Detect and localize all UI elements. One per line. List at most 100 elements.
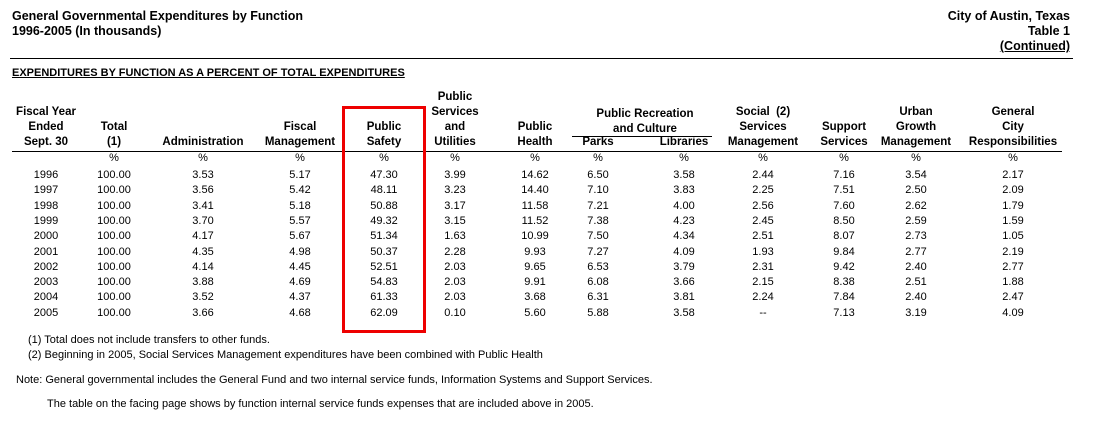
cell-support: 8.50: [833, 214, 855, 227]
cell-support: 7.51: [833, 184, 855, 197]
cell-year: 1998: [33, 199, 59, 212]
column-header-year: Fiscal Year Ended Sept. 30: [1, 105, 91, 150]
cell-social: --: [759, 306, 767, 319]
cell-utilities: 2.03: [444, 291, 466, 304]
cell-utilities: 3.17: [444, 199, 466, 212]
cell-social: 2.15: [752, 276, 774, 289]
cell-general: 2.77: [1002, 260, 1024, 273]
column-header-parks: Parks: [568, 135, 628, 150]
cell-utilities: 0.10: [444, 306, 466, 319]
column-header-line: Management: [880, 136, 952, 148]
cell-total: 100.00: [97, 245, 131, 258]
cell-utilities: 2.28: [444, 245, 466, 258]
cell-support: 9.42: [833, 260, 855, 273]
cell-general: 2.47: [1002, 291, 1024, 304]
column-header-line: Fiscal: [283, 121, 317, 133]
cell-health: 3.68: [524, 291, 546, 304]
cell-libraries: 3.58: [673, 169, 695, 181]
cell-health: 11.52: [521, 214, 549, 227]
cell-social: 2.24: [752, 291, 774, 304]
cell-safety: 50.88: [370, 199, 398, 212]
cell-urban: 2.59: [905, 214, 927, 227]
cell-general: 1.79: [1002, 199, 1024, 212]
column-header-health: Public Health: [500, 120, 570, 150]
unit-libraries: %: [679, 152, 689, 164]
cell-admin: 3.88: [192, 276, 214, 289]
cell-utilities: 3.23: [444, 184, 466, 197]
cell-admin: 4.17: [192, 230, 214, 243]
cell-urban: 2.50: [905, 184, 927, 197]
cell-support: 7.84: [833, 291, 855, 304]
cell-health: 9.65: [524, 260, 546, 273]
column-header-line: Social (2): [735, 106, 791, 118]
cell-admin: 3.70: [192, 214, 214, 227]
cell-general: 2.09: [1002, 184, 1024, 197]
note-general: Note: General governmental includes the …: [16, 374, 653, 386]
cell-parks: 7.10: [587, 184, 609, 197]
cell-year: 2000: [33, 230, 59, 243]
cell-urban: 3.19: [905, 306, 927, 319]
cell-parks: 6.31: [587, 291, 609, 304]
column-header-line: Responsibilities: [968, 136, 1058, 148]
column-header-support: Support Services: [809, 120, 879, 150]
cell-fiscal: 5.57: [289, 214, 311, 227]
cell-health: 5.60: [524, 306, 546, 319]
cell-parks: 7.50: [587, 230, 609, 243]
column-header-line: Urban: [899, 106, 933, 118]
column-header-line: City: [1002, 121, 1024, 133]
report-subtitle: 1996-2005 (In thousands): [12, 24, 162, 38]
cell-fiscal: 5.67: [289, 230, 311, 243]
column-header-line: Public: [437, 91, 473, 103]
cell-health: 9.91: [524, 276, 546, 289]
cell-support: 9.84: [833, 245, 855, 258]
cell-urban: 2.40: [905, 260, 927, 273]
cell-utilities: 1.63: [444, 230, 466, 243]
cell-year: 1999: [33, 214, 59, 227]
cell-social: 2.31: [752, 260, 774, 273]
column-header-fiscal: Fiscal Management: [255, 120, 345, 150]
cell-safety: 49.32: [370, 214, 398, 227]
cell-health: 11.58: [521, 199, 549, 212]
cell-total: 100.00: [97, 199, 131, 212]
cell-utilities: 3.15: [444, 214, 466, 227]
column-header-line: Services: [739, 121, 787, 133]
cell-libraries: 3.81: [673, 291, 695, 304]
cell-fiscal: 4.68: [289, 306, 311, 319]
cell-social: 2.45: [752, 214, 774, 227]
cell-social: 1.93: [752, 245, 774, 258]
column-header-total: Total (1): [84, 120, 144, 150]
column-header-line: Parks: [582, 136, 614, 148]
column-header-line: Total: [100, 121, 128, 133]
column-header-line: General: [991, 106, 1035, 118]
cell-support: 8.38: [833, 276, 855, 289]
cell-fiscal: 5.17: [289, 169, 311, 181]
cell-health: 14.40: [521, 184, 549, 197]
unit-safety: %: [379, 152, 389, 164]
column-header-line: Sept. 30: [23, 136, 69, 148]
column-header-line: Growth: [895, 121, 937, 133]
cell-social: 2.56: [752, 199, 774, 212]
unit-urban: %: [911, 152, 921, 164]
cell-parks: 6.53: [587, 260, 609, 273]
cell-total: 100.00: [97, 260, 131, 273]
cell-social: 2.44: [752, 169, 774, 181]
column-header-line: Fiscal Year: [16, 106, 76, 118]
cell-total: 100.00: [97, 306, 131, 319]
cell-urban: 2.77: [905, 245, 927, 258]
cell-safety: 50.37: [370, 245, 398, 258]
cell-safety: 62.09: [370, 306, 398, 319]
cell-year: 2002: [33, 260, 59, 273]
cell-urban: 2.40: [905, 291, 927, 304]
cell-total: 100.00: [97, 230, 131, 243]
column-header-line: Utilities: [434, 136, 476, 148]
cell-general: 4.09: [1002, 306, 1024, 319]
group-header-line: and Culture: [613, 123, 677, 135]
cell-safety: 52.51: [370, 260, 398, 273]
cell-utilities: 2.03: [444, 276, 466, 289]
column-header-social: Social (2) Services Management: [718, 105, 808, 150]
column-header-line: Services: [820, 136, 868, 148]
cell-admin: 3.66: [192, 306, 214, 319]
column-header-line: (1): [106, 136, 122, 148]
cell-total: 100.00: [97, 169, 131, 181]
footnote-2: (2) Beginning in 2005, Social Services M…: [28, 349, 543, 361]
